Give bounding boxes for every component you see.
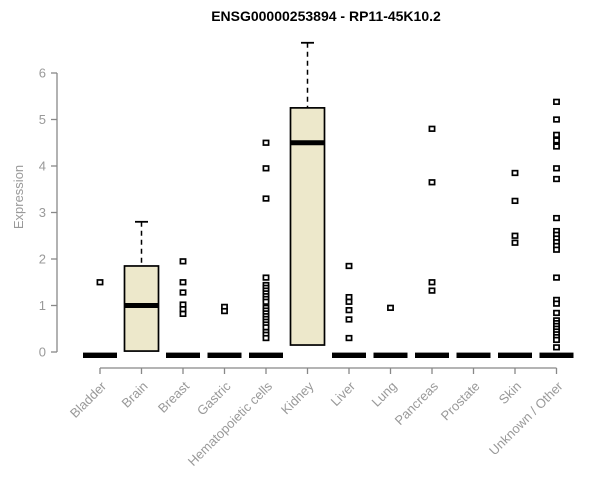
x-tick-label-kidney: Kidney: [278, 378, 317, 417]
x-tick-label-bladder: Bladder: [67, 378, 110, 421]
outlier-point-unknown-other: [553, 274, 560, 281]
outlier-point-pancreas: [428, 279, 436, 286]
zero-median-bar-pancreas: [415, 352, 449, 358]
outlier-point-pancreas: [428, 125, 436, 132]
y-tick-label: 0: [39, 345, 46, 360]
outlier-point-hematopoietic-cells: [262, 165, 270, 172]
outlier-point-unknown-other: [553, 137, 560, 144]
outlier-point-breast: [179, 310, 187, 318]
outlier-point-hematopoietic-cells: [262, 195, 270, 202]
outlier-point-pancreas: [428, 287, 436, 294]
zero-median-bar-liver: [332, 352, 366, 358]
x-tick-label-brain: Brain: [119, 379, 151, 411]
outlier-point-gastric: [221, 307, 228, 315]
outlier-point-pancreas: [428, 179, 436, 186]
zero-median-bar-bladder: [83, 352, 117, 358]
outlier-point-unknown-other: [553, 165, 560, 172]
outlier-point-unknown-other: [553, 309, 560, 317]
x-tick-label-prostate: Prostate: [438, 379, 483, 424]
x-tick-label-gastric: Gastric: [194, 378, 234, 418]
outlier-point-liver: [345, 307, 353, 314]
outlier-point-skin: [511, 232, 519, 239]
outlier-point-unknown-other: [553, 344, 560, 351]
outlier-point-hematopoietic-cells: [262, 298, 270, 305]
x-tick-label-liver: Liver: [328, 378, 359, 409]
outlier-point-skin: [511, 197, 519, 205]
outlier-point-unknown-other: [553, 214, 560, 222]
y-tick-label: 1: [39, 298, 46, 313]
x-tick-label-lung: Lung: [369, 379, 400, 410]
outlier-point-breast: [179, 279, 187, 286]
outlier-point-liver: [345, 316, 353, 323]
zero-median-bar-skin: [498, 352, 532, 358]
y-tick-label: 3: [39, 205, 46, 220]
outlier-point-skin: [511, 169, 519, 177]
outlier-point-unknown-other: [553, 175, 560, 183]
chart-title: ENSG00000253894 - RP11-45K10.2: [211, 8, 441, 24]
outlier-point-unknown-other: [553, 336, 560, 344]
outlier-point-unknown-other: [553, 246, 560, 253]
outlier-point-bladder: [96, 279, 104, 286]
x-tick-label-skin: Skin: [496, 379, 524, 407]
outlier-point-liver: [345, 298, 353, 305]
y-tick-label: 6: [39, 66, 46, 81]
outlier-point-skin: [511, 239, 519, 246]
outlier-point-hematopoietic-cells: [262, 274, 270, 281]
outlier-point-unknown-other: [553, 116, 560, 123]
outlier-point-hematopoietic-cells: [262, 139, 270, 146]
y-tick-label: 2: [39, 252, 46, 267]
x-tick-label-unknown-other: Unknown / Other: [486, 378, 566, 458]
outlier-point-liver: [345, 262, 353, 270]
outlier-point-breast: [179, 258, 187, 265]
box-brain: [123, 265, 160, 352]
outlier-point-liver: [345, 334, 353, 342]
x-tick-label-breast: Breast: [155, 378, 192, 415]
zero-median-bar-hematopoietic-cells: [249, 352, 283, 358]
outlier-point-lung: [387, 304, 394, 311]
x-tick-label-pancreas: Pancreas: [392, 378, 442, 428]
outlier-point-unknown-other: [553, 143, 560, 150]
zero-median-bar-prostate: [456, 352, 491, 358]
y-tick-label: 4: [39, 159, 46, 174]
outlier-point-unknown-other: [553, 98, 560, 105]
outlier-point-breast: [179, 289, 187, 296]
outlier-point-unknown-other: [553, 131, 560, 138]
y-tick-label: 5: [39, 112, 46, 127]
zero-median-bar-gastric: [207, 352, 242, 358]
outlier-point-hematopoietic-cells: [262, 334, 270, 342]
zero-median-bar-unknown-other: [539, 352, 574, 358]
outlier-point-unknown-other: [553, 300, 560, 307]
zero-median-bar-lung: [373, 352, 408, 358]
zero-median-bar-breast: [166, 352, 200, 358]
box-kidney: [289, 107, 326, 346]
